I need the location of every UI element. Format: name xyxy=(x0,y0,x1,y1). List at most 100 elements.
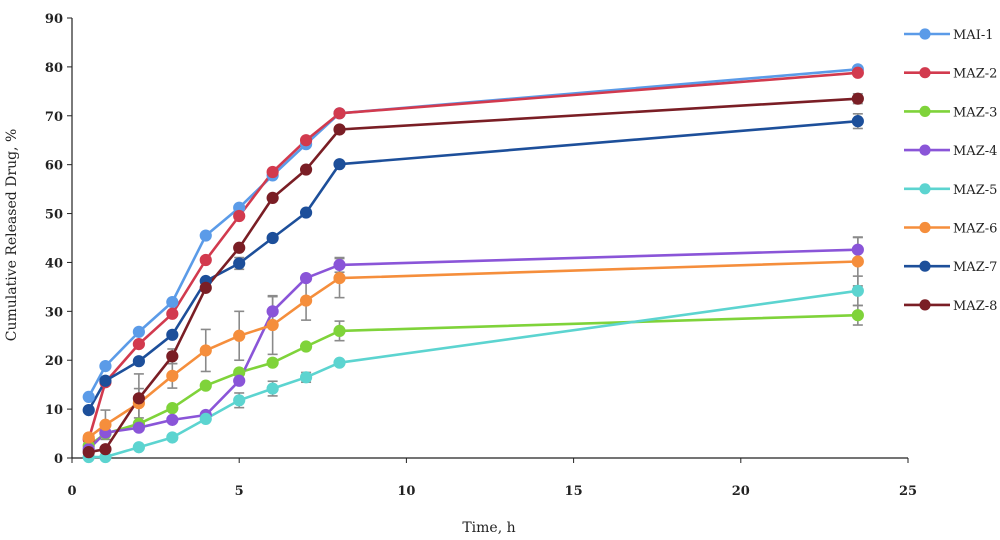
data-point-maz-6 xyxy=(233,329,246,342)
legend-item-maz-4: MAZ-4 xyxy=(904,144,997,159)
series-line-maz-5 xyxy=(88,289,858,459)
data-point-mai-1 xyxy=(166,295,179,309)
legend: MAI-1 MAZ-2 MAZ-3 MAZ-4 MAZ-5 MAZ-6 MAZ-7 MAZ-8 xyxy=(904,28,997,314)
data-point-maz-7 xyxy=(99,374,112,387)
legend-swatch-marker xyxy=(919,67,931,79)
data-point-maz-4 xyxy=(851,243,864,256)
data-point-maz-2 xyxy=(851,66,864,79)
legend-swatch-marker xyxy=(919,260,931,272)
data-point-maz-5 xyxy=(851,284,864,297)
y-tick-label: 0 xyxy=(54,452,63,467)
data-point-maz-8 xyxy=(166,350,179,363)
data-point-maz-6 xyxy=(299,294,313,307)
legend-swatch-marker xyxy=(919,183,931,195)
data-point-maz-6 xyxy=(851,255,864,268)
x-tick-label: 5 xyxy=(235,484,244,499)
data-point-maz-2 xyxy=(266,165,279,179)
data-point-maz-3 xyxy=(851,309,864,322)
series-line-maz-7 xyxy=(87,119,858,411)
legend-label: MAZ-2 xyxy=(953,67,997,82)
data-point-maz-7 xyxy=(333,158,346,171)
data-point-maz-4 xyxy=(299,271,313,285)
y-tick-label: 40 xyxy=(45,256,63,271)
legend-item-maz-2: MAZ-2 xyxy=(904,67,997,82)
legend-label: MAZ-6 xyxy=(953,222,997,237)
legend-label: MAZ-5 xyxy=(953,183,997,198)
data-point-maz-5 xyxy=(132,441,145,454)
data-point-maz-2 xyxy=(166,307,179,320)
data-point-maz-6 xyxy=(199,344,212,357)
x-axis-title: Time, h xyxy=(462,520,515,536)
series-line-maz-3 xyxy=(87,313,858,447)
legend-swatch-marker xyxy=(919,299,931,311)
x-tick-label: 10 xyxy=(397,484,415,499)
data-point-maz-2 xyxy=(199,253,212,267)
y-axis-title: Cumulative Released Drug, % xyxy=(4,129,20,342)
data-point-maz-3 xyxy=(333,324,346,337)
legend-label: MAZ-3 xyxy=(953,105,997,120)
data-point-maz-6 xyxy=(333,271,346,285)
legend-swatch-marker xyxy=(919,105,931,117)
data-point-maz-3 xyxy=(266,356,279,369)
data-point-maz-8 xyxy=(233,241,246,254)
series-line-mai-1 xyxy=(87,68,858,398)
legend-swatch-marker xyxy=(919,144,931,156)
data-point-maz-2 xyxy=(233,209,246,223)
series-line-maz-4 xyxy=(87,248,858,451)
data-point-maz-7 xyxy=(132,355,145,368)
y-tick-label: 90 xyxy=(45,12,63,27)
data-point-maz-6 xyxy=(266,318,279,332)
data-point-maz-8 xyxy=(199,281,212,294)
data-point-mai-1 xyxy=(82,390,95,403)
data-point-maz-8 xyxy=(99,443,112,456)
x-tick-label: 25 xyxy=(899,484,917,499)
data-point-maz-8 xyxy=(266,191,279,205)
data-point-maz-6 xyxy=(82,431,95,444)
legend-item-mai-1: MAI-1 xyxy=(904,28,994,43)
data-point-maz-4 xyxy=(233,374,246,387)
data-point-maz-4 xyxy=(166,413,179,426)
data-point-maz-4 xyxy=(132,421,145,434)
legend-label: MAZ-8 xyxy=(953,299,997,314)
data-point-maz-2 xyxy=(299,134,313,147)
data-point-maz-5 xyxy=(299,371,313,384)
axes: 0 10 20 30 40 50 60 70 80 90 0 5 10 15 20 25 xyxy=(45,12,917,499)
legend-item-maz-6: MAZ-6 xyxy=(904,222,997,237)
data-point-maz-8 xyxy=(299,163,313,176)
data-point-maz-7 xyxy=(166,328,179,341)
series-lines xyxy=(87,68,858,459)
data-point-maz-8 xyxy=(82,446,95,459)
data-point-maz-4 xyxy=(333,258,346,271)
data-point-maz-3 xyxy=(199,379,212,392)
data-point-maz-2 xyxy=(132,337,145,351)
data-point-mai-1 xyxy=(199,229,212,242)
data-point-maz-8 xyxy=(333,123,346,136)
data-point-maz-3 xyxy=(299,340,313,353)
y-tick-label: 70 xyxy=(45,110,63,125)
y-tick-label: 50 xyxy=(45,208,63,223)
legend-label: MAZ-4 xyxy=(953,144,997,159)
series-line-maz-6 xyxy=(87,260,858,439)
legend-item-maz-5: MAZ-5 xyxy=(904,183,997,198)
data-point-maz-5 xyxy=(333,356,346,369)
data-point-maz-6 xyxy=(166,369,179,382)
x-tick-label: 0 xyxy=(67,484,76,499)
y-tick-label: 10 xyxy=(45,403,63,418)
y-tick-label: 80 xyxy=(45,61,63,76)
y-tick-label: 30 xyxy=(45,305,63,320)
data-point-maz-5 xyxy=(166,431,179,444)
x-tick-label: 20 xyxy=(732,484,750,499)
data-point-maz-8 xyxy=(851,92,864,105)
data-point-maz-3 xyxy=(166,402,179,415)
error-bars xyxy=(100,92,863,441)
series-points xyxy=(82,63,864,464)
series-line-maz-8 xyxy=(88,97,858,454)
data-point-maz-7 xyxy=(233,257,246,270)
data-point-maz-5 xyxy=(199,412,212,425)
data-point-maz-7 xyxy=(851,115,864,128)
data-point-maz-5 xyxy=(233,394,246,407)
data-point-maz-8 xyxy=(132,392,145,405)
data-point-maz-4 xyxy=(266,305,279,318)
series-line-maz-2 xyxy=(87,71,858,440)
data-point-maz-7 xyxy=(82,403,95,417)
